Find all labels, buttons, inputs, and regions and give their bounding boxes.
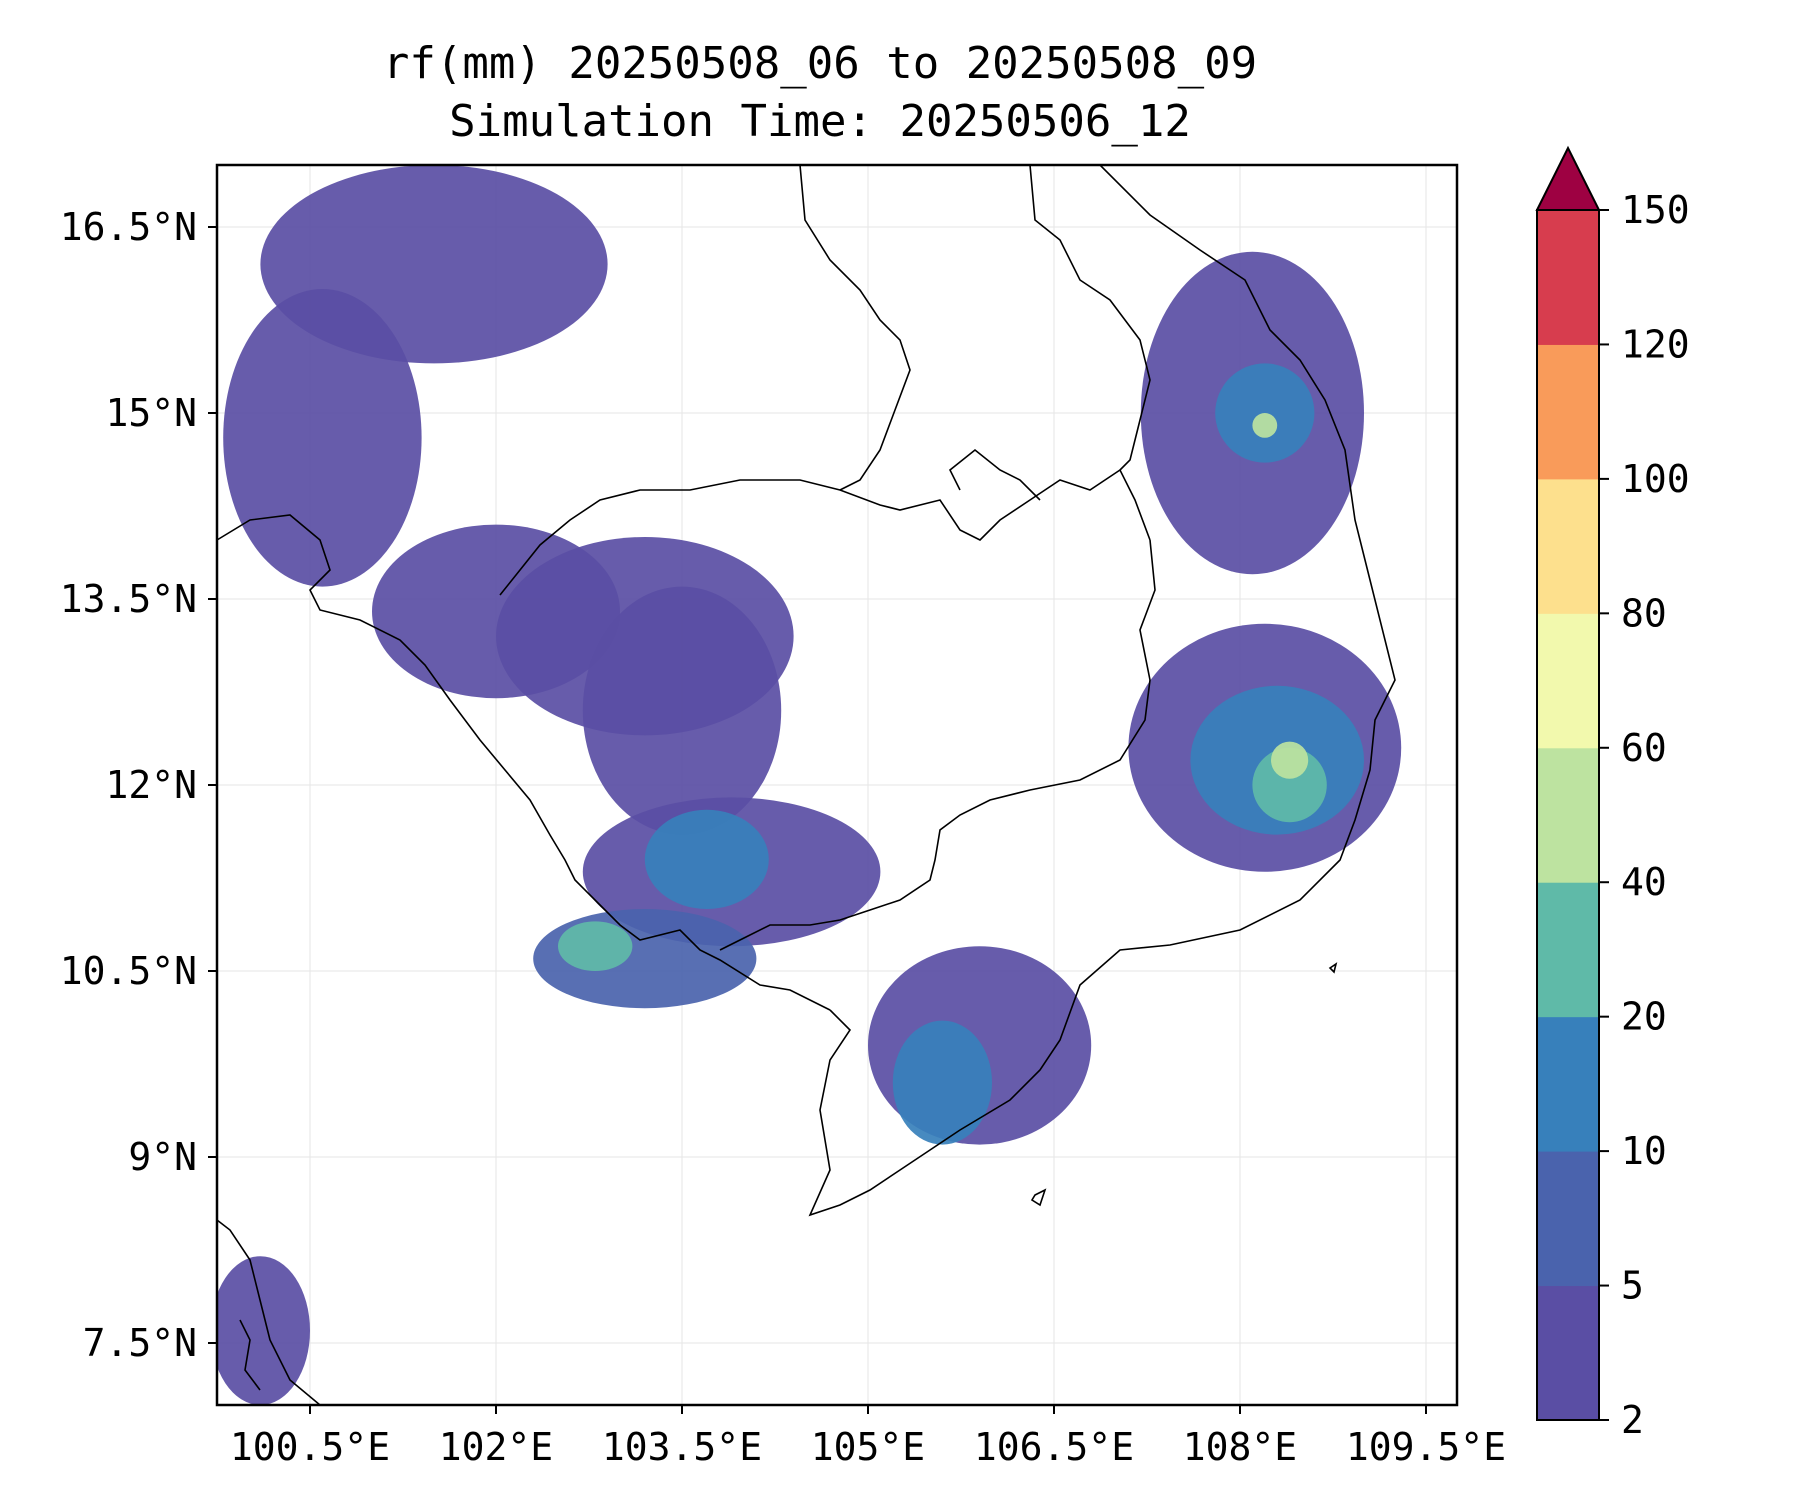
lat-tick-label: 7.5°N [83,1321,197,1365]
colorbar-tick-label: 120 [1621,322,1690,366]
colorbar-tick-label: 150 [1621,188,1690,232]
rain-area [892,1020,993,1145]
colorbar-segment [1537,1285,1599,1421]
colorbar-segment [1537,747,1599,883]
rain-area [1252,413,1278,438]
colorbar-tick-label: 60 [1621,726,1667,770]
rainfall-contours [217,165,1402,1405]
lon-tick-label: 103.5°E [602,1425,762,1469]
lon-tick-label: 100.5°E [230,1425,390,1469]
lon-tick-label: 105°E [811,1425,925,1469]
latitude-axis: 16.5°N 15°N 13.5°N 12°N 10.5°N 9°N 7.5°N [60,205,217,1365]
colorbar-tick-label: 10 [1621,1129,1667,1173]
rain-area [644,809,769,910]
rain-area [1252,747,1327,823]
lon-tick-label: 106.5°E [974,1425,1134,1469]
colorbar-tick-label: 100 [1621,457,1690,501]
rain-area [558,921,633,971]
lat-tick-label: 15°N [105,391,197,435]
rain-area [1271,741,1309,779]
colorbar-tick-label: 5 [1621,1264,1644,1308]
lat-tick-label: 16.5°N [60,205,197,249]
lat-tick-label: 13.5°N [60,577,197,621]
colorbar-extend-arrow [1535,145,1601,211]
colorbar-tick-label: 40 [1621,860,1667,904]
lat-tick-label: 9°N [128,1135,197,1179]
colorbar-segment [1537,1151,1599,1287]
colorbar-segment [1537,882,1599,1018]
colorbar-segment [1537,210,1599,345]
rain-area [217,1256,310,1405]
colorbar-tick-label: 20 [1621,995,1667,1039]
lon-tick-label: 102°E [439,1425,553,1469]
colorbar-tick-label: 80 [1621,591,1667,635]
colorbar-tick-label: 2 [1621,1398,1644,1442]
lon-tick-label: 109.5°E [1346,1425,1506,1469]
colorbar-segment [1537,344,1599,480]
lon-tick-label: 108°E [1183,1425,1297,1469]
rain-area [582,586,782,835]
map-title: rf(mm) 20250508_06 to 20250508_09 [382,38,1258,89]
colorbar-segment [1537,1016,1599,1152]
lat-tick-label: 10.5°N [60,949,197,993]
colorbar-segment [1537,613,1599,749]
rain-area [223,289,422,587]
rain-area [372,524,620,699]
colorbar: 2 5 10 20 40 60 80 100 120 150 [1535,145,1690,1442]
longitude-axis: 100.5°E 102°E 103.5°E 105°E 106.5°E 108°E 109.… [230,1405,1506,1469]
colorbar-frame [1536,209,1600,1421]
map-subtitle: Simulation Time: 20250506_12 [449,96,1191,147]
coastlines-and-borders [217,165,1396,1405]
lat-tick-label: 12°N [105,763,197,807]
colorbar-segment [1537,478,1599,614]
